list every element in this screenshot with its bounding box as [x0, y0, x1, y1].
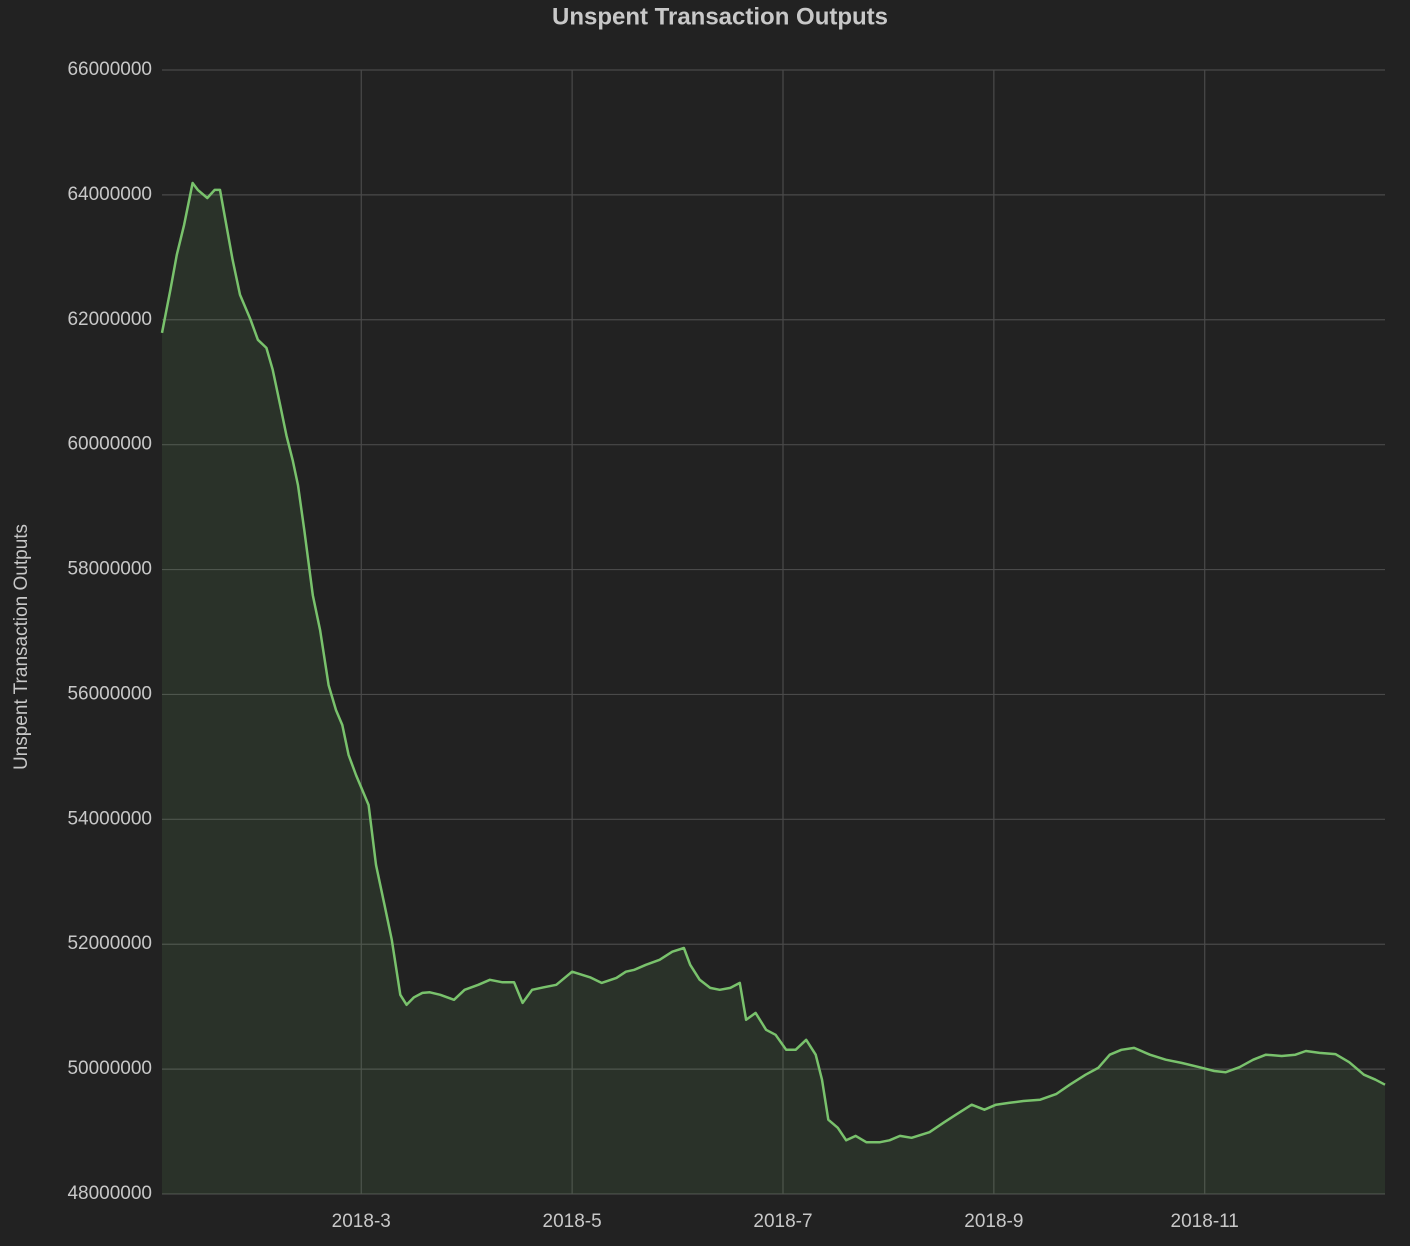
y-tick-label: 58000000	[67, 559, 152, 580]
x-tick-label: 2018-9	[964, 1211, 1023, 1232]
y-tick-label: 64000000	[67, 184, 152, 205]
y-tick-label: 50000000	[67, 1058, 152, 1079]
y-tick-label: 56000000	[67, 683, 152, 704]
x-tick-label: 2018-11	[1171, 1211, 1239, 1232]
y-tick-label: 60000000	[67, 434, 152, 455]
line	[160, 181, 1386, 1144]
y-tick-label: 66000000	[67, 59, 152, 80]
y-tick-label: 54000000	[67, 808, 152, 829]
y-axis-label: Unspent Transaction Outputs	[11, 524, 32, 770]
x-tick-label: 2018-7	[753, 1211, 812, 1232]
y-tick-label: 48000000	[67, 1183, 152, 1204]
x-tick-label: 2018-3	[332, 1211, 391, 1232]
y-tick-label: 62000000	[67, 309, 152, 330]
chart-title: Unspent Transaction Outputs	[552, 3, 888, 30]
x-tick-label: 2018-5	[543, 1211, 602, 1232]
area-fill	[162, 183, 1385, 1194]
y-tick-label: 52000000	[67, 933, 152, 954]
